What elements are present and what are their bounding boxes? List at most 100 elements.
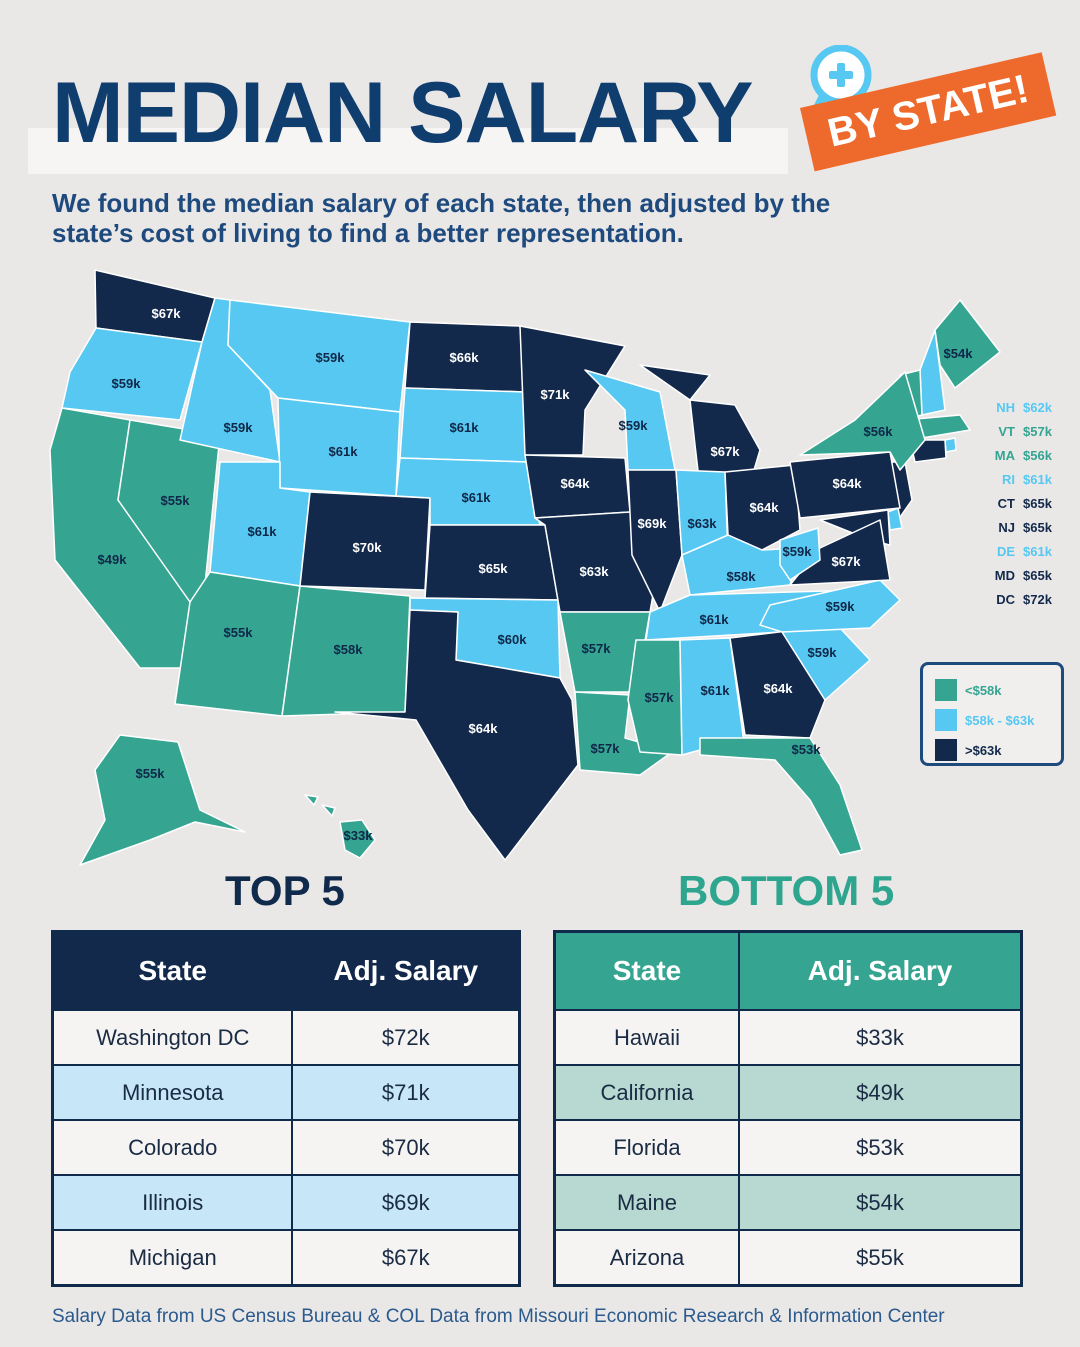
state-label-id: $59k xyxy=(224,420,254,435)
state-az xyxy=(174,571,301,717)
state-or xyxy=(61,327,203,421)
state-label-la: $57k xyxy=(591,741,621,756)
bottom5-title: BOTTOM 5 xyxy=(678,867,895,914)
table-cell: $69k xyxy=(291,1174,521,1231)
page-title: MEDIAN SALARY xyxy=(52,65,753,161)
table-cell: $49k xyxy=(737,1064,1023,1121)
table-row: Florida $53k xyxy=(553,1119,1023,1176)
bottom5-header-row: State Adj. Salary xyxy=(553,930,1023,1011)
state-label-mt: $59k xyxy=(316,350,346,365)
state-label-ky: $58k xyxy=(727,569,757,584)
state-label-wi: $59k xyxy=(619,418,649,433)
state-label-ne: $61k xyxy=(462,490,492,505)
state-label-pa: $64k xyxy=(833,476,863,491)
table-cell: California xyxy=(553,1064,740,1121)
table-row: Michigan $67k xyxy=(51,1229,521,1287)
table-cell: $71k xyxy=(291,1064,521,1121)
state-fl xyxy=(699,737,863,856)
state-label-mi: $67k xyxy=(711,444,741,459)
state-il xyxy=(627,469,683,613)
table-cell: $53k xyxy=(737,1119,1023,1176)
small-state-list: NH $62k VT $57k MA $56k RI $61k CT $65k NJ $65k DE $6… xyxy=(975,396,1065,612)
map-legend: <$58k $58k - $63k >$63k xyxy=(920,662,1064,766)
column-header: State xyxy=(51,930,294,1011)
source-note: Salary Data from US Census Bureau & COL … xyxy=(52,1306,945,1327)
small-state-abbr: DC xyxy=(996,592,1015,607)
small-state-value: $56k xyxy=(1023,448,1052,463)
table-row: Arizona $55k xyxy=(553,1229,1023,1287)
state-label-co: $70k xyxy=(353,540,383,555)
small-state-row: NJ $65k xyxy=(975,516,1065,540)
state-label-wv: $59k xyxy=(783,544,813,559)
small-state-abbr: VT xyxy=(998,424,1015,439)
legend-item: <$58k xyxy=(935,675,1049,705)
small-state-row: MA $56k xyxy=(975,444,1065,468)
table-cell: Washington DC xyxy=(51,1009,294,1066)
table-row: Hawaii $33k xyxy=(553,1009,1023,1066)
table-cell: Florida xyxy=(553,1119,740,1176)
legend-swatch xyxy=(935,679,957,701)
state-label-sd: $61k xyxy=(450,420,480,435)
state-label-ks: $65k xyxy=(479,561,509,576)
state-label-me: $54k xyxy=(944,346,974,361)
legend-item: >$63k xyxy=(935,735,1049,765)
state-label-mn: $71k xyxy=(541,387,571,402)
small-state-row: RI $61k xyxy=(975,468,1065,492)
small-state-row: DC $72k xyxy=(975,588,1065,612)
state-label-or: $59k xyxy=(112,376,142,391)
subtitle: We found the median salary of each state… xyxy=(52,188,831,248)
table-row: Minnesota $71k xyxy=(51,1064,521,1121)
state-label-wy: $61k xyxy=(329,444,359,459)
legend-item: $58k - $63k xyxy=(935,705,1049,735)
state-tx xyxy=(334,609,579,861)
state-label-wa: $67k xyxy=(152,306,182,321)
state-label-az: $55k xyxy=(224,625,254,640)
small-state-value: $57k xyxy=(1023,424,1052,439)
column-header: State xyxy=(553,930,740,1011)
column-header: Adj. Salary xyxy=(737,930,1023,1011)
state-label-oh: $64k xyxy=(750,500,780,515)
state-label-ok: $60k xyxy=(498,632,528,647)
table-cell: $70k xyxy=(291,1119,521,1176)
table-cell: $67k xyxy=(291,1229,521,1287)
state-ri xyxy=(944,437,957,453)
state-label-va: $67k xyxy=(832,554,862,569)
state-label-nc: $59k xyxy=(826,599,856,614)
small-state-value: $65k xyxy=(1023,496,1052,511)
small-state-row: DE $61k xyxy=(975,540,1065,564)
state-label-ut: $61k xyxy=(248,524,278,539)
state-ms xyxy=(627,639,683,756)
state-label-tx: $64k xyxy=(469,721,499,736)
top5-header-row: State Adj. Salary xyxy=(51,930,521,1011)
state-label-sc: $59k xyxy=(808,645,838,660)
table-row: Washington DC $72k xyxy=(51,1009,521,1066)
state-label-tn: $61k xyxy=(700,612,730,627)
state-me xyxy=(934,299,1001,389)
table-row: Colorado $70k xyxy=(51,1119,521,1176)
table-cell: Colorado xyxy=(51,1119,294,1176)
legend-swatch xyxy=(935,709,957,731)
table-cell: $55k xyxy=(737,1229,1023,1287)
small-state-value: $61k xyxy=(1023,544,1052,559)
legend-label: $58k - $63k xyxy=(965,712,1035,728)
state-label-hi: $33k xyxy=(344,828,374,843)
legend-label: >$63k xyxy=(965,742,1002,758)
state-label-nd: $66k xyxy=(450,350,480,365)
column-header: Adj. Salary xyxy=(291,930,521,1011)
state-pa xyxy=(789,451,901,519)
state-label-ia: $64k xyxy=(561,476,591,491)
small-state-abbr: CT xyxy=(997,496,1015,511)
state-label-mo: $63k xyxy=(580,564,610,579)
small-state-value: $65k xyxy=(1023,568,1052,583)
table-cell: $54k xyxy=(737,1174,1023,1231)
small-state-abbr: MA xyxy=(994,448,1015,463)
us-map: $67k $59k $49k $55k $59k $59k $61k $61k $55k $70k… xyxy=(49,269,1001,866)
state-label-il: $69k xyxy=(638,516,668,531)
small-state-abbr: NJ xyxy=(998,520,1015,535)
table-cell: Arizona xyxy=(553,1229,740,1287)
table-cell: $72k xyxy=(291,1009,521,1066)
small-state-value: $72k xyxy=(1023,592,1052,607)
state-label-ca: $49k xyxy=(98,552,128,567)
state-label-ga: $64k xyxy=(764,681,794,696)
small-state-value: $62k xyxy=(1023,400,1052,415)
